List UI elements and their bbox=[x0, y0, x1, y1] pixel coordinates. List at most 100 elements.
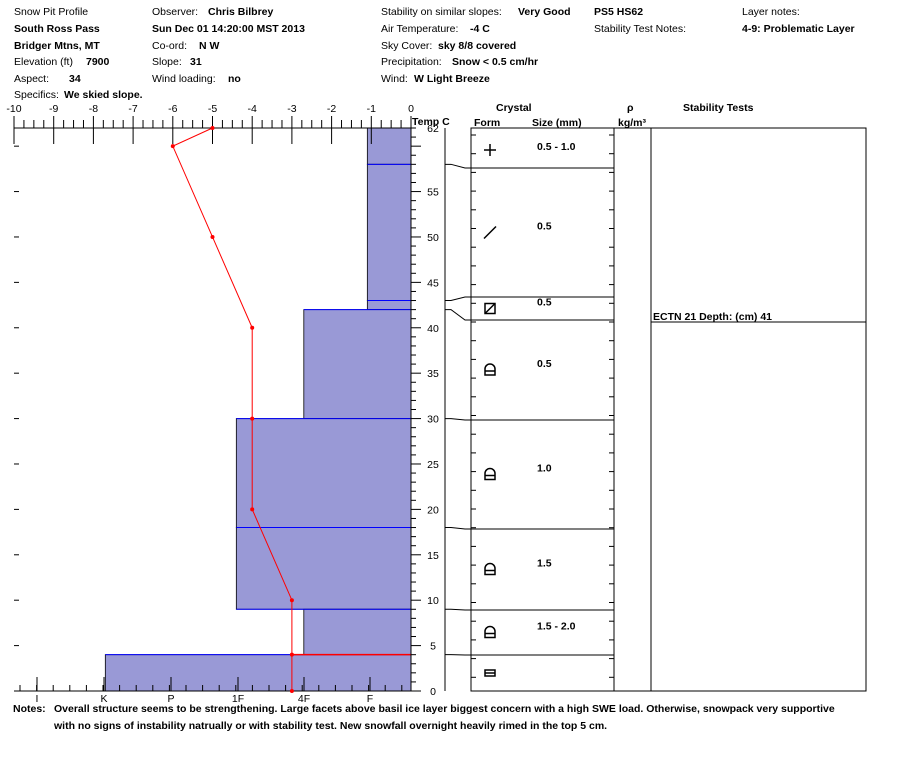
temperature-point bbox=[250, 507, 255, 512]
air-temp-label: Air Temperature: bbox=[381, 23, 459, 35]
hardness-bar bbox=[235, 527, 412, 610]
stability-notes-label: Stability Test Notes: bbox=[594, 23, 687, 35]
hardness-bar bbox=[303, 608, 412, 656]
facet-outline bbox=[484, 562, 496, 576]
precip-label: Precipitation: bbox=[381, 56, 442, 68]
density-unit: kg/m³ bbox=[618, 117, 647, 129]
specifics-label: Specifics: bbox=[14, 89, 59, 101]
depth-tick-label: 62 bbox=[427, 123, 439, 135]
layer-connector bbox=[445, 527, 471, 530]
aspect-label: Aspect: bbox=[14, 73, 50, 85]
notes-label: Notes: bbox=[13, 703, 46, 715]
depth-tick-label: 35 bbox=[427, 368, 439, 380]
ice-layer-icon bbox=[484, 669, 496, 677]
slash-stroke bbox=[483, 225, 497, 240]
stability-test-result: ECTN 21 Depth: (cm) 41 bbox=[653, 311, 773, 323]
depth-tick-label: 50 bbox=[427, 232, 439, 244]
depth-tick-label: 45 bbox=[427, 277, 439, 289]
depth-tick-label: 15 bbox=[427, 550, 439, 562]
region: Bridger Mtns, MT bbox=[14, 40, 100, 52]
temperature-point bbox=[289, 598, 294, 603]
form-header: Form bbox=[474, 117, 501, 129]
square-outline bbox=[484, 302, 496, 315]
stability-value: Very Good bbox=[518, 6, 571, 18]
temp-axis-label: Temp C bbox=[412, 116, 450, 128]
depth-tick-label: 55 bbox=[427, 187, 439, 199]
crystal-size-label: 1.0 bbox=[537, 463, 552, 475]
wind-label: Wind: bbox=[381, 73, 408, 85]
hardness-tick-label: I bbox=[36, 693, 39, 705]
notes-line-1: Overall structure seems to be strengthen… bbox=[54, 703, 835, 715]
location: South Ross Pass bbox=[14, 23, 100, 35]
hardness-bar bbox=[366, 163, 412, 301]
depth-tick-label: 5 bbox=[430, 641, 436, 653]
crystal-table-frame bbox=[470, 127, 867, 692]
temp-tick-label: -9 bbox=[49, 103, 58, 115]
wind-loading-value: no bbox=[228, 73, 241, 85]
profile-title: Snow Pit Profile bbox=[14, 6, 89, 18]
precipitation-particle-plus-icon bbox=[484, 144, 496, 156]
decomposing-fragments-slash-icon bbox=[483, 225, 497, 240]
layer-notes-label: Layer notes: bbox=[742, 6, 800, 18]
temperature-point bbox=[170, 144, 175, 149]
aspect-value: 34 bbox=[69, 73, 81, 85]
hardness-bar bbox=[235, 418, 412, 528]
square-diagonal bbox=[484, 302, 496, 315]
air-temp-value: -4 C bbox=[470, 23, 490, 35]
temp-tick-label: -5 bbox=[208, 103, 217, 115]
temp-tick-label: -1 bbox=[367, 103, 376, 115]
layer-connector bbox=[445, 418, 471, 421]
elevation-label: Elevation (ft) bbox=[14, 56, 73, 68]
temperature-point bbox=[210, 126, 215, 130]
hardness-tick-label: F bbox=[367, 693, 373, 705]
slope-label: Slope: bbox=[152, 56, 182, 68]
depth-tick-label: 40 bbox=[427, 323, 439, 335]
crystal-size-label: 0.5 bbox=[537, 358, 552, 370]
hardness-bar bbox=[303, 309, 412, 419]
pit-stats: PS5 HS62 bbox=[594, 6, 644, 18]
hardness-tick-label: P bbox=[167, 693, 174, 705]
temperature-point bbox=[289, 689, 294, 693]
sky-label: Sky Cover: bbox=[381, 40, 433, 52]
depth-tick-label: 10 bbox=[427, 595, 439, 607]
hardness-bar bbox=[104, 654, 412, 692]
depth-tick-label: 0 bbox=[430, 686, 436, 698]
temp-tick-label: -3 bbox=[287, 103, 296, 115]
stability-tests-header: Stability Tests bbox=[683, 102, 754, 114]
layer-notes-value: 4-9: Problematic Layer bbox=[742, 23, 855, 35]
sky-value: sky 8/8 covered bbox=[438, 40, 517, 52]
observation-datetime: Sun Dec 01 14:20:00 MST 2013 bbox=[152, 23, 305, 35]
hardness-tick-label: 1F bbox=[232, 693, 244, 705]
hardness-bar bbox=[366, 300, 412, 311]
hardness-bar bbox=[366, 127, 412, 165]
temp-tick-label: -6 bbox=[168, 103, 177, 115]
slope-value: 31 bbox=[190, 56, 202, 68]
faceted-crystal-icon bbox=[484, 562, 496, 576]
depth-tick-label: 20 bbox=[427, 504, 439, 516]
layer-connector bbox=[445, 296, 471, 302]
facet-outline bbox=[484, 467, 496, 481]
depth-tick-label: 25 bbox=[427, 459, 439, 471]
wind-value: W Light Breeze bbox=[414, 73, 490, 85]
temp-tick-label: -10 bbox=[6, 103, 21, 115]
temp-tick-label: -2 bbox=[327, 103, 336, 115]
precip-value: Snow < 0.5 cm/hr bbox=[452, 56, 539, 68]
notes-line-2: with no signs of instability natrually o… bbox=[54, 720, 608, 732]
size-header: Size (mm) bbox=[532, 117, 582, 129]
temp-tick-label: -8 bbox=[89, 103, 98, 115]
layer-connector bbox=[445, 163, 471, 169]
crystal-size-label: 0.5 - 1.0 bbox=[537, 141, 576, 153]
elevation-value: 7900 bbox=[86, 56, 110, 68]
layer-connector bbox=[445, 608, 471, 611]
crystal-size-label: 1.5 bbox=[537, 558, 552, 570]
specifics-value: We skied slope. bbox=[64, 89, 143, 101]
wind-loading-label: Wind loading: bbox=[152, 73, 216, 85]
melt-freeze-crust-square-icon bbox=[484, 302, 496, 315]
crystal-size-label: 0.5 bbox=[537, 297, 552, 309]
coord-value: N W bbox=[199, 40, 220, 52]
stability-label: Stability on similar slopes: bbox=[381, 6, 502, 18]
observer-value: Chris Bilbrey bbox=[208, 6, 274, 18]
hardness-tick-label: 4F bbox=[298, 693, 310, 705]
faceted-crystal-icon bbox=[484, 363, 496, 376]
